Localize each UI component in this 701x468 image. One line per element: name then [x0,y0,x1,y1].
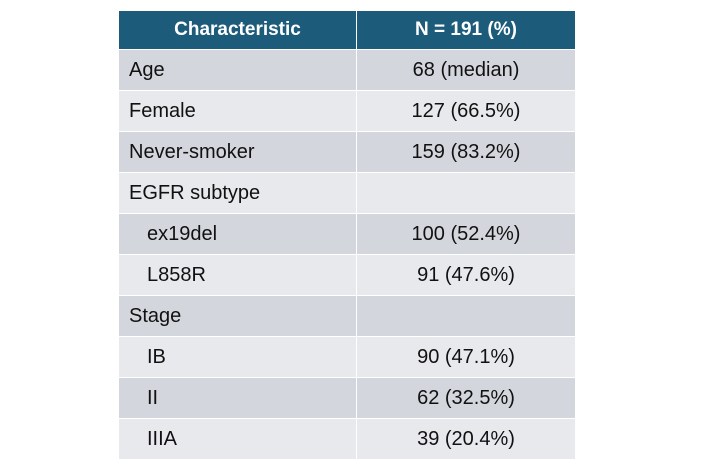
row-value: 159 (83.2%) [357,132,575,172]
row-value [357,173,575,213]
row-value: 100 (52.4%) [357,214,575,254]
row-label: II [119,378,356,418]
row-value: 91 (47.6%) [357,255,575,295]
row-value: 68 (median) [357,50,575,90]
row-label: Age [119,50,356,90]
row-label: EGFR subtype [119,173,356,213]
row-value: 39 (20.4%) [357,419,575,459]
row-label: L858R [119,255,356,295]
row-label: Female [119,91,356,131]
row-label: IB [119,337,356,377]
row-label: IIIA [119,419,356,459]
header-cell: Characteristic [119,11,356,49]
row-value: 127 (66.5%) [357,91,575,131]
row-value [357,296,575,336]
row-value: 90 (47.1%) [357,337,575,377]
row-label: Never-smoker [119,132,356,172]
header-cell: N = 191 (%) [357,11,575,49]
row-label: ex19del [119,214,356,254]
row-value: 62 (32.5%) [357,378,575,418]
row-label: Stage [119,296,356,336]
